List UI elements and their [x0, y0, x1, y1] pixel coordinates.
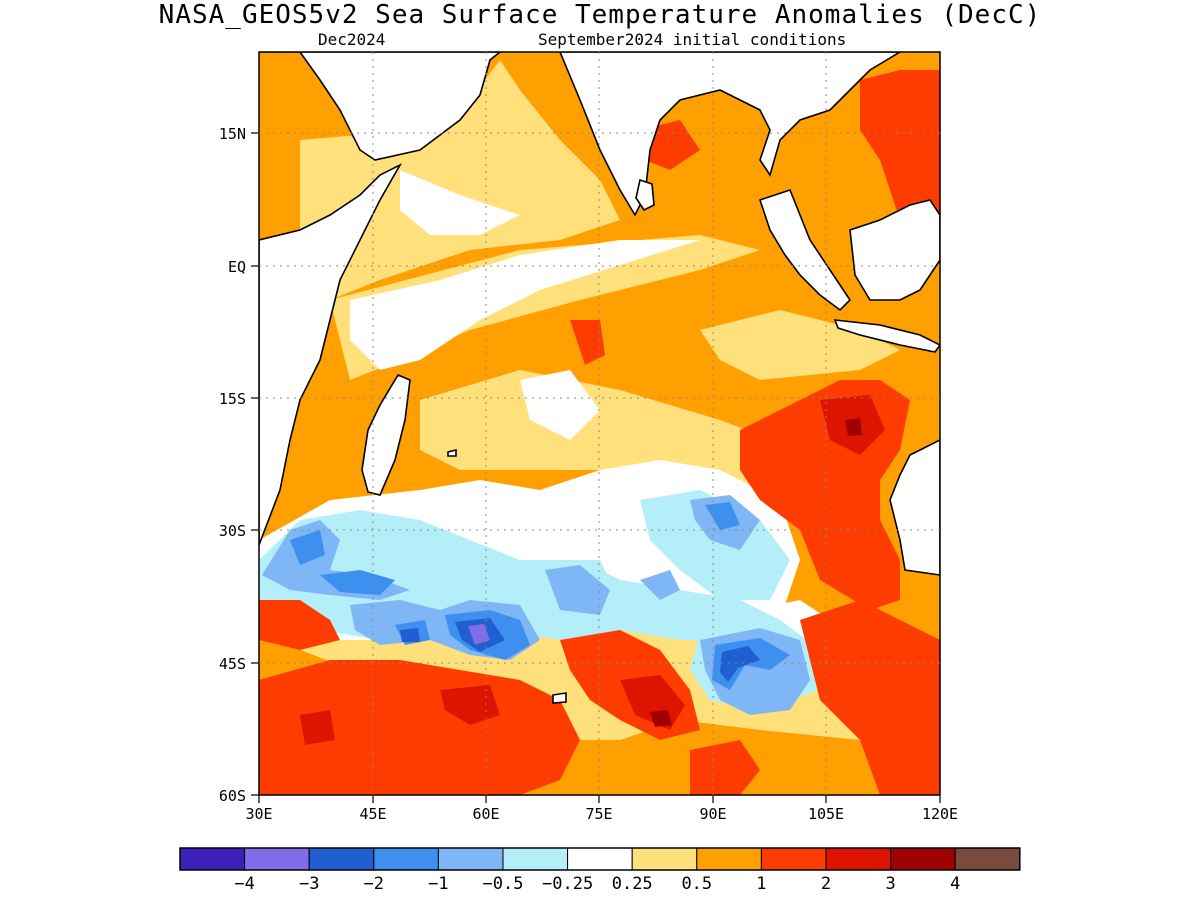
- colorbar-level: −2: [364, 874, 384, 894]
- colorbar-level: −0.5: [483, 874, 524, 894]
- land-masses: [259, 52, 940, 704]
- lat-label: 30S: [219, 522, 246, 540]
- colorbar: −4 −3 −2 −1 −0.5 −0.25 0.25 0.5 1 2 3 4: [179, 847, 1021, 894]
- lat-label: 15S: [219, 390, 246, 408]
- colorbar-swatch: [437, 847, 504, 871]
- lat-label: 60S: [219, 787, 246, 805]
- graticule: [259, 52, 940, 795]
- colorbar-swatch: [244, 847, 310, 871]
- colorbar-swatch: [179, 847, 246, 871]
- colorbar-level: 0.25: [612, 874, 653, 894]
- colorbar-swatch: [373, 847, 439, 871]
- lon-label: 60E: [472, 805, 499, 823]
- lon-label: 45E: [359, 805, 386, 823]
- lat-label: 45S: [219, 655, 246, 673]
- colorbar-level: 4: [950, 874, 960, 894]
- colorbar-level: 1: [756, 874, 766, 894]
- colorbar-level: 3: [885, 874, 895, 894]
- colorbar-swatch: [825, 847, 892, 871]
- lon-label: 105E: [808, 805, 844, 823]
- colorbar-swatch: [696, 847, 762, 871]
- colorbar-level: 2: [821, 874, 831, 894]
- colorbar-level: −4: [234, 874, 254, 894]
- colorbar-level: −0.25: [542, 874, 593, 894]
- colorbar-swatch: [760, 847, 827, 871]
- lat-label: 15N: [219, 125, 246, 143]
- longitude-labels: 30E 45E 60E 75E 90E 105E 120E: [245, 805, 958, 823]
- colorbar-swatch: [308, 847, 375, 871]
- colorbar-level: −3: [299, 874, 319, 894]
- colorbar-level: −1: [428, 874, 448, 894]
- colorbar-level: 0.5: [681, 874, 712, 894]
- colorbar-swatch: [954, 847, 1021, 871]
- axis-ticks: [251, 132, 941, 803]
- lon-label: 75E: [585, 805, 612, 823]
- lon-label: 120E: [922, 805, 958, 823]
- colorbar-swatch: [567, 847, 633, 871]
- lon-label: 30E: [245, 805, 272, 823]
- init-conditions-label: September2024 initial conditions: [538, 30, 847, 49]
- colorbar-swatch: [631, 847, 698, 871]
- anomaly-field: [259, 52, 940, 795]
- valid-month-label: Dec2024: [318, 30, 386, 49]
- chart-title: NASA_GEOS5v2 Sea Surface Temperature Ano…: [158, 0, 1042, 30]
- latitude-labels: 15N EQ 15S 30S 45S 60S: [219, 125, 246, 805]
- colorbar-swatch: [502, 847, 569, 871]
- colorbar-swatch: [890, 847, 956, 871]
- lat-label: EQ: [228, 258, 246, 276]
- lon-label: 90E: [699, 805, 726, 823]
